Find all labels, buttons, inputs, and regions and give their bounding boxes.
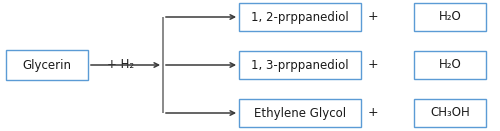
Bar — [414, 3, 486, 31]
Text: +: + — [368, 10, 378, 23]
Text: Glycerin: Glycerin — [22, 59, 72, 72]
Text: +: + — [368, 107, 378, 119]
Bar — [6, 50, 88, 80]
Text: H₂O: H₂O — [438, 59, 462, 72]
Text: CH₃OH: CH₃OH — [430, 107, 470, 119]
Text: 1, 3-prppanediol: 1, 3-prppanediol — [251, 59, 349, 72]
Bar — [239, 99, 361, 127]
Text: H₂O: H₂O — [438, 10, 462, 23]
Bar — [414, 51, 486, 79]
Bar — [414, 99, 486, 127]
Bar — [239, 51, 361, 79]
Bar — [239, 3, 361, 31]
Text: Ethylene Glycol: Ethylene Glycol — [254, 107, 346, 119]
Text: +: + — [368, 59, 378, 72]
Text: 1, 2-prppanediol: 1, 2-prppanediol — [251, 10, 349, 23]
Text: + H₂: + H₂ — [108, 59, 134, 72]
